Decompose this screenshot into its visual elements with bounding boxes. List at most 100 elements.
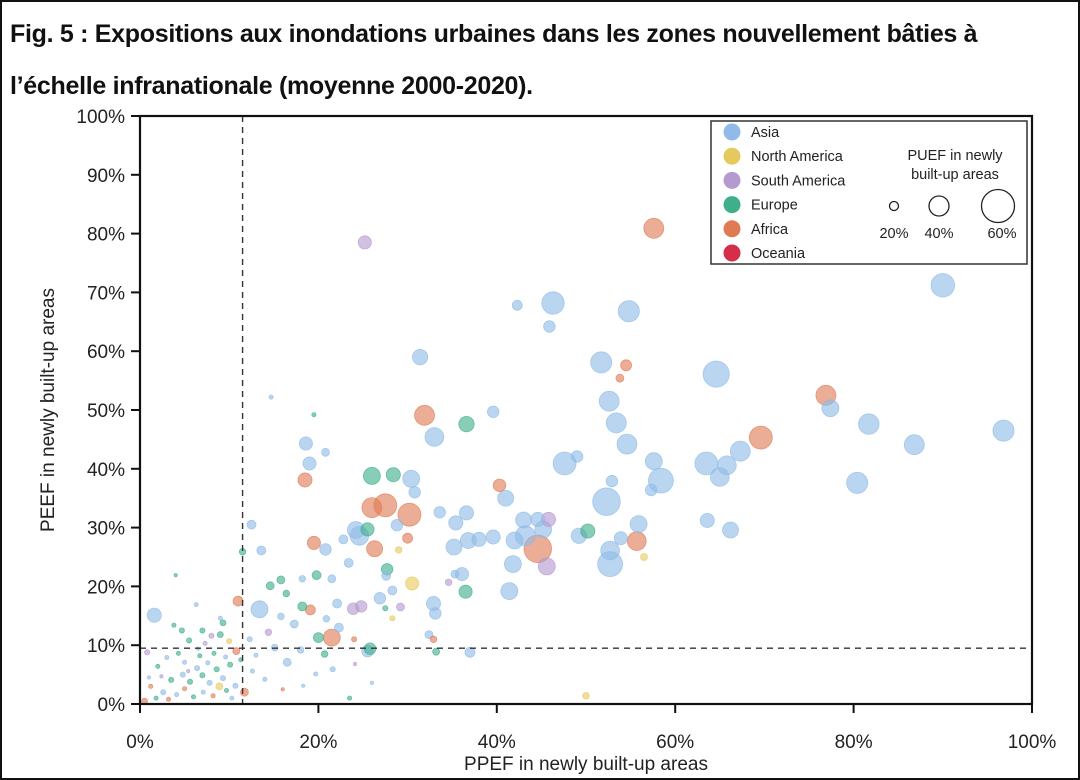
bubble-south-america bbox=[264, 628, 273, 636]
bubble-asia bbox=[302, 456, 317, 471]
bubble-asia bbox=[321, 447, 330, 457]
bubble-africa bbox=[643, 217, 665, 239]
bubble-asia bbox=[570, 450, 584, 463]
bubble-asia bbox=[629, 515, 648, 533]
legend-label-africa: Africa bbox=[751, 222, 789, 238]
bubble-south-america bbox=[159, 674, 164, 679]
bubble-europe bbox=[320, 650, 329, 658]
bubble-europe bbox=[385, 467, 401, 483]
bubble-africa bbox=[620, 359, 632, 372]
bubble-asia bbox=[246, 636, 253, 643]
bubble-asia bbox=[268, 394, 274, 400]
bubble-asia bbox=[644, 452, 663, 471]
bubble-asia bbox=[903, 434, 925, 456]
bubble-asia bbox=[722, 521, 739, 539]
legend-swatch-south-america bbox=[723, 171, 741, 189]
bubble-europe bbox=[362, 466, 381, 485]
bubble-asia bbox=[289, 619, 299, 629]
y-tick-label: 0% bbox=[98, 695, 126, 716]
y-tick-label: 80% bbox=[87, 225, 125, 246]
bubble-asia bbox=[332, 598, 343, 609]
y-tick-label: 50% bbox=[87, 401, 125, 422]
bubble-africa bbox=[210, 693, 216, 699]
bubble-asia bbox=[277, 612, 285, 621]
legend-swatch-africa bbox=[723, 220, 741, 238]
bubble-south-america bbox=[208, 632, 215, 639]
bubble-africa bbox=[626, 531, 647, 551]
bubble-north-america bbox=[582, 692, 590, 700]
bubble-europe bbox=[382, 605, 389, 612]
legend-size-label: 60% bbox=[987, 226, 1016, 242]
bubble-asia bbox=[343, 558, 354, 568]
bubble-asia bbox=[592, 487, 621, 516]
x-tick-label: 0% bbox=[126, 732, 154, 753]
bubble-europe bbox=[360, 522, 375, 537]
legend-size-circle bbox=[980, 188, 1016, 224]
bubble-asia bbox=[590, 351, 613, 374]
bubble-asia bbox=[373, 592, 387, 605]
y-tick-label: 100% bbox=[76, 107, 125, 128]
bubble-africa bbox=[165, 696, 171, 702]
legend-swatch-north-america bbox=[723, 147, 741, 165]
bubble-asia bbox=[433, 506, 446, 519]
bubble-asia bbox=[390, 519, 404, 532]
legend-regions: Asia North America South America Europe Afri… bbox=[723, 123, 846, 262]
bubble-asia bbox=[644, 483, 658, 497]
bubble-south-america bbox=[537, 557, 556, 576]
bubble-south-america bbox=[396, 602, 405, 612]
bubble-asia bbox=[160, 689, 167, 696]
figure-title-line-1: Fig. 5 : Expositions aux inondations urb… bbox=[10, 20, 978, 48]
bubble-asia bbox=[164, 655, 170, 661]
legend-label-south-america: South America bbox=[751, 173, 846, 189]
bubble-asia bbox=[411, 348, 429, 366]
y-tick-label: 20% bbox=[87, 577, 125, 598]
bubble-africa bbox=[429, 635, 438, 643]
bubble-asia bbox=[699, 513, 715, 529]
bubble-asia bbox=[179, 671, 186, 678]
bubble-asia bbox=[504, 555, 522, 573]
y-tick-label: 40% bbox=[87, 460, 125, 481]
bubble-asia bbox=[206, 679, 213, 686]
bubble-north-america bbox=[389, 615, 396, 622]
bubble-south-america bbox=[144, 649, 151, 656]
bubble-asia bbox=[194, 665, 201, 672]
bubble-south-america bbox=[355, 600, 368, 613]
x-axis-ticks: 0% 20% 40% 60% 80% 100% bbox=[126, 704, 1056, 753]
bubble-europe bbox=[175, 650, 181, 656]
bubble-asia bbox=[232, 682, 239, 689]
legend-label-europe: Europe bbox=[751, 198, 798, 214]
bubble-asia bbox=[505, 531, 524, 550]
bubble-south-america bbox=[357, 235, 372, 250]
legend-swatch-asia bbox=[723, 123, 741, 141]
x-tick-label: 100% bbox=[1008, 732, 1057, 753]
bubble-europe bbox=[458, 584, 473, 599]
bubble-europe bbox=[186, 678, 193, 685]
bubble-south-america bbox=[444, 578, 453, 586]
bubble-asia bbox=[174, 692, 180, 698]
bubble-europe bbox=[432, 647, 441, 656]
bubble-asia bbox=[387, 585, 398, 596]
bubble-europe bbox=[219, 619, 227, 627]
bubble-asia bbox=[313, 671, 319, 677]
bubble-asia bbox=[262, 676, 268, 682]
figure-title-line-2: l’échelle infranationale (moyenne 2000-2… bbox=[10, 72, 533, 100]
bubble-europe bbox=[186, 637, 193, 644]
y-tick-label: 10% bbox=[87, 636, 125, 657]
legend-label-oceania: Oceania bbox=[751, 246, 806, 262]
bubble-asia bbox=[709, 467, 730, 487]
x-tick-label: 40% bbox=[478, 732, 516, 753]
bubble-asia bbox=[217, 615, 223, 621]
bubble-asia bbox=[256, 545, 267, 556]
bubble-asia bbox=[846, 471, 869, 494]
legend-label-north-america: North America bbox=[751, 149, 844, 165]
legend-size-title-line-1: PUEF in newly bbox=[907, 148, 1003, 164]
bubble-asia bbox=[858, 413, 880, 435]
bubble-africa bbox=[306, 535, 321, 550]
bubble-europe bbox=[199, 627, 206, 634]
bubble-asia bbox=[200, 689, 206, 695]
bubble-europe bbox=[178, 627, 185, 634]
bubble-africa bbox=[280, 687, 285, 692]
bubble-europe bbox=[297, 601, 308, 612]
bubble-asia bbox=[487, 405, 500, 419]
y-tick-label: 30% bbox=[87, 519, 125, 540]
